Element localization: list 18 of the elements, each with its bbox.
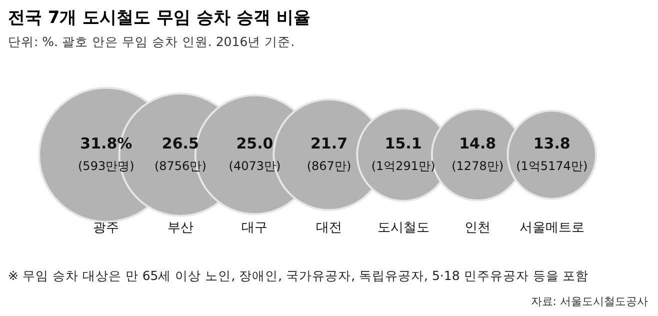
category-label: 인천 <box>464 220 491 236</box>
category-label: 서울메트로 <box>519 220 584 236</box>
data-label: 25.0 (4073만) <box>228 134 281 173</box>
category-label: 도시철도 <box>377 220 430 236</box>
category-label: 대구 <box>242 220 268 236</box>
data-label: 31.8% (593만명) <box>78 134 134 173</box>
text: ※ 무임 승차 대상은 만 65세 이상 노인, 장애인, 국가유공자, 독립유공자, 5·18 민주유공자 등을 포함 <box>8 268 589 285</box>
text: 전국 7개 도시철도 무임 승차 승객 비율 <box>8 7 310 29</box>
text: 단위: %. 괄호 안은 무임 승차 인원. 2016년 기준. <box>8 34 295 51</box>
data-label: 21.7 (867만) <box>306 134 352 173</box>
category-label: 광주 <box>93 220 120 236</box>
category-label: 부산 <box>167 220 194 236</box>
data-label: 15.1 (1억291만) <box>371 134 436 173</box>
category-label: 대전 <box>316 220 342 236</box>
data-label: 14.8 (1278만) <box>452 134 504 173</box>
data-label: 26.5 (8756만) <box>154 134 206 173</box>
data-label: 13.8 (1억5174만) <box>516 134 588 173</box>
text: 자료: 서울도시철도공사 <box>530 294 648 309</box>
